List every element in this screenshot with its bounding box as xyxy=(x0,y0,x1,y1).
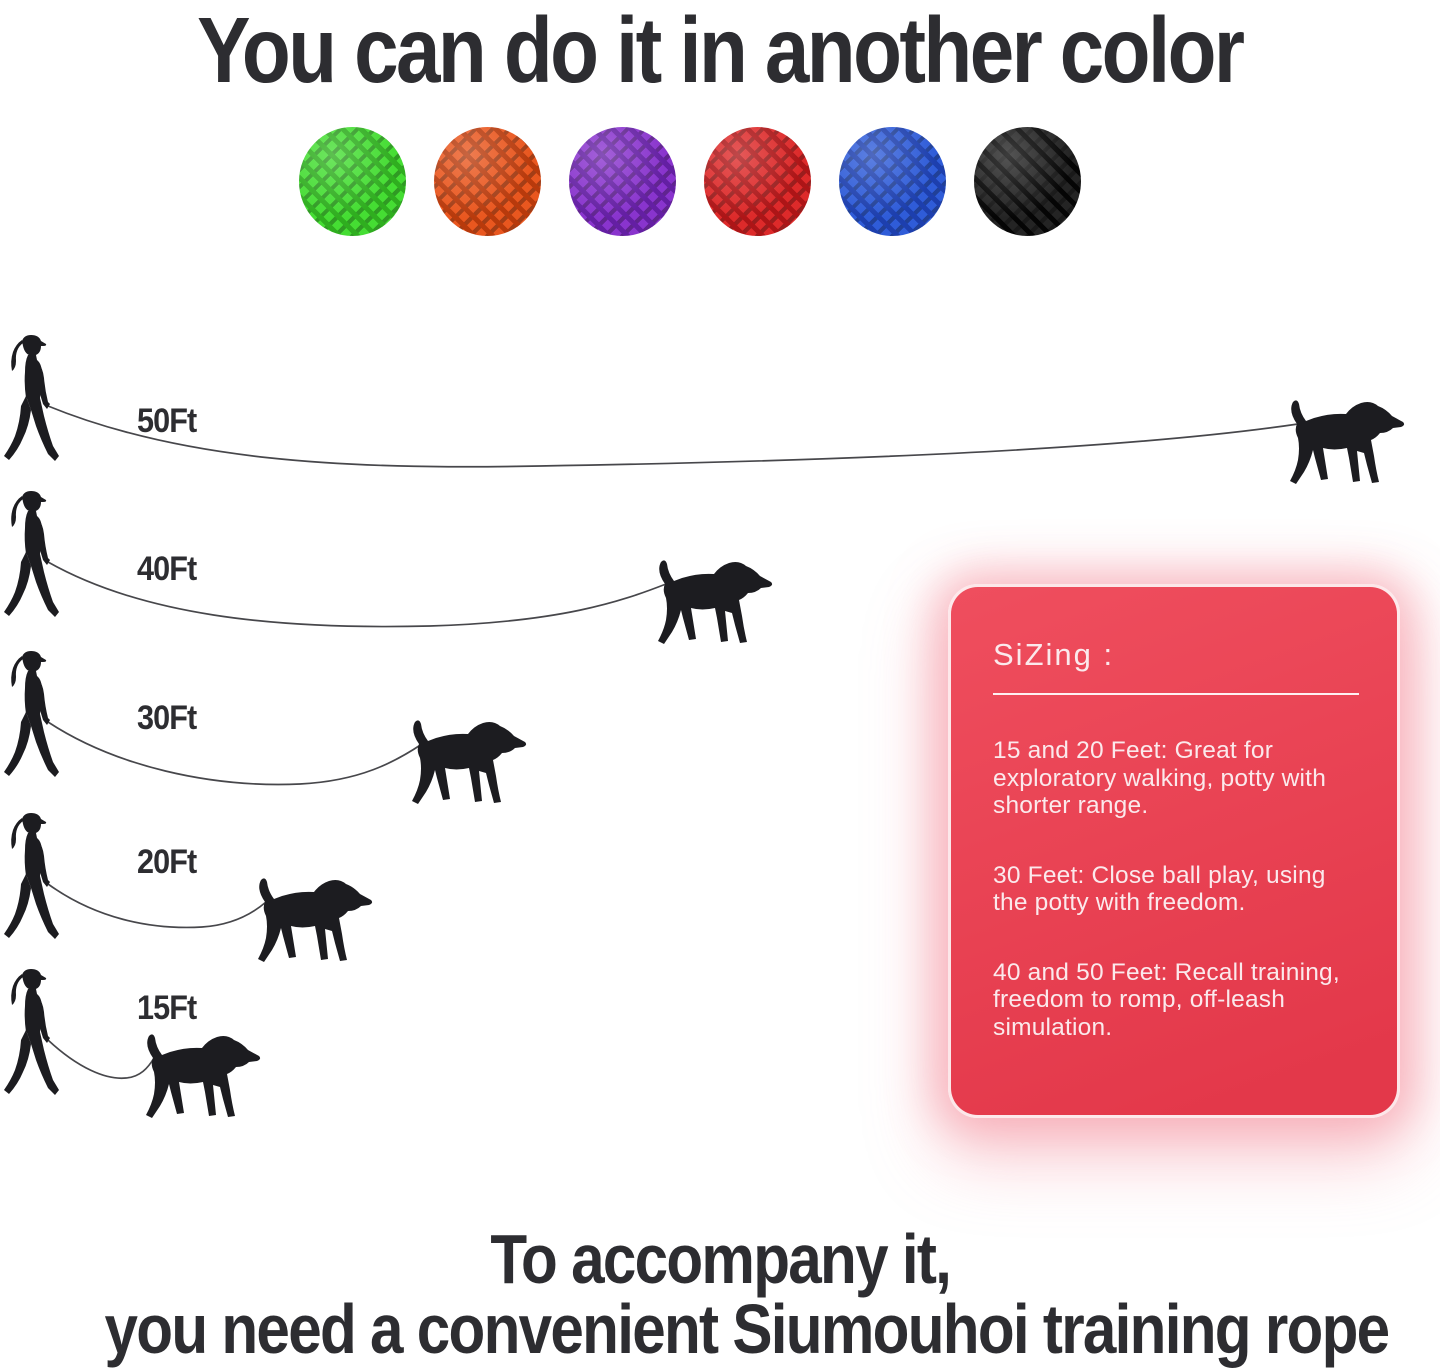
person-walking-silhouette-20ft xyxy=(4,813,59,939)
color-swatch-black xyxy=(974,127,1081,236)
length-label-30ft: 30Ft xyxy=(137,699,197,737)
color-swatch-green xyxy=(299,127,406,236)
page-title-text: You can do it in another color xyxy=(197,0,1245,102)
length-label-50ft: 50Ft xyxy=(137,402,197,440)
page-title: You can do it in another color xyxy=(0,0,1440,100)
leash-line-50ft xyxy=(47,405,1299,468)
color-swatch-blue xyxy=(839,127,946,236)
leash-line-30ft xyxy=(47,721,423,786)
person-walking-silhouette-30ft xyxy=(4,651,59,777)
footer-tagline: To accompany it, you need a convenient S… xyxy=(0,1224,1440,1364)
person-walking-silhouette-50ft xyxy=(4,335,59,461)
sizing-card-heading: SiZing : xyxy=(993,637,1115,672)
dog-silhouette-30ft xyxy=(412,720,527,804)
footer-line-2: you need a convenient Siumouhoi training… xyxy=(0,1294,1440,1364)
length-label-20ft: 20Ft xyxy=(137,843,197,881)
dog-silhouette-40ft xyxy=(658,560,773,644)
person-walking-silhouette-15ft xyxy=(4,969,59,1095)
person-walking-silhouette-40ft xyxy=(4,491,59,617)
footer-line-1: To accompany it, xyxy=(0,1224,1440,1294)
dog-silhouette-50ft xyxy=(1290,400,1405,484)
dog-silhouette-15ft xyxy=(146,1034,261,1118)
divider-line xyxy=(993,693,1359,695)
color-swatch-purple xyxy=(569,127,676,236)
color-swatch-row xyxy=(299,127,1081,236)
sizing-item-40-50ft: 40 and 50 Feet: Recall training, freedom… xyxy=(993,958,1340,1041)
footer-line-1-text: To accompany it, xyxy=(490,1220,951,1298)
color-swatch-orange xyxy=(434,127,541,236)
sizing-item-30ft: 30 Feet: Close ball play, using the pott… xyxy=(993,861,1326,917)
color-swatch-red xyxy=(704,127,811,236)
leash-line-15ft xyxy=(47,1039,155,1080)
sizing-item-15-20ft: 15 and 20 Feet: Great for exploratory wa… xyxy=(993,737,1327,819)
leash-line-20ft xyxy=(47,883,267,929)
length-label-15ft: 15Ft xyxy=(137,989,197,1027)
sizing-card: SiZing : 15 and 20 Feet: Great for explo… xyxy=(948,584,1400,1118)
footer-line-2-text: you need a convenient Siumouhoi training… xyxy=(104,1290,1391,1368)
dog-silhouette-20ft xyxy=(258,878,373,962)
length-label-40ft: 40Ft xyxy=(137,550,197,588)
